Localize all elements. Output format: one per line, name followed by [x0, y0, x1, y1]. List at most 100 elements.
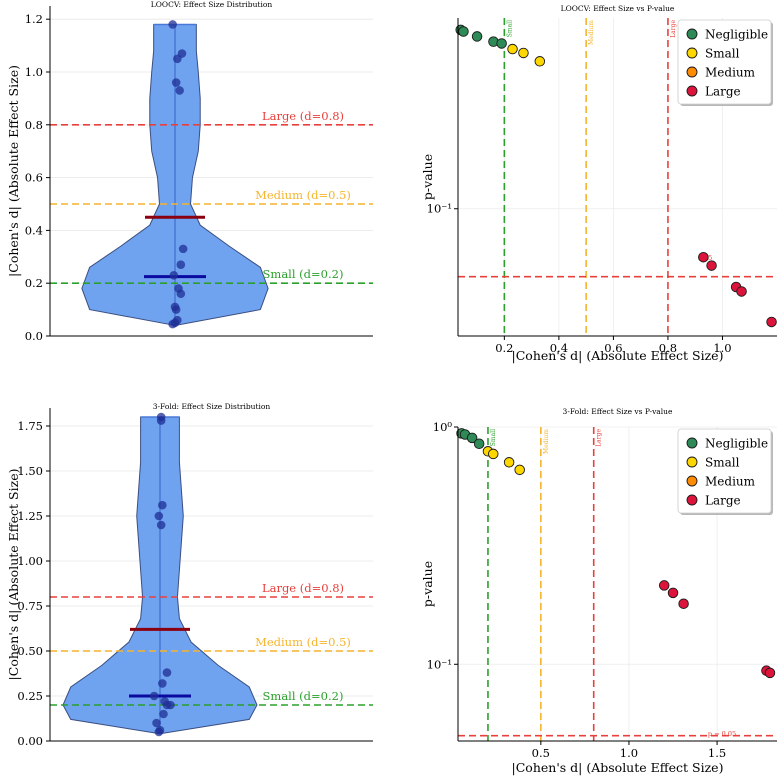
threshold-label-medium: Medium (d=0.5) [255, 635, 351, 649]
y-tick-label: 10⁻¹ [427, 202, 452, 216]
point-small [518, 47, 529, 59]
y-axis-label: p-value [420, 561, 435, 607]
legend-marker-negligible [686, 437, 698, 449]
legend-label-large: Large [705, 85, 741, 99]
y-tick-label: 0.50 [17, 644, 43, 658]
x-tick-label: 0.2 [495, 341, 513, 355]
point-large [706, 260, 717, 271]
point-negligible [458, 26, 469, 37]
vline-label-large: Large [596, 429, 603, 447]
data-point [171, 78, 181, 87]
threshold-label-large: Large (d=0.8) [262, 109, 344, 123]
vline-label-small: Small [490, 429, 497, 446]
data-point [176, 260, 186, 270]
threshold-label-small: Small (d=0.2) [263, 689, 344, 703]
point-large [736, 286, 747, 297]
violin-panel-0: Small (d=0.2) Medium (d=0.5) Large (d=0.8)… [6, 0, 373, 343]
data-point [175, 86, 184, 95]
threshold-label-medium: Medium (d=0.5) [255, 188, 351, 202]
x-tick-label: 0.6 [604, 341, 622, 355]
legend-marker-small [686, 456, 698, 468]
y-tick-label: 0.2 [25, 276, 43, 290]
y-tick-label: 0.75 [17, 599, 43, 613]
legend-marker-medium [686, 475, 698, 487]
point-large [678, 598, 689, 609]
y-tick-label: 0.6 [25, 171, 43, 185]
legend-box [677, 428, 772, 514]
legend-marker-medium [686, 66, 698, 78]
y-tick-label: 1.2 [25, 12, 43, 26]
data-point [178, 244, 188, 254]
x-tick-label: 1.0 [713, 341, 731, 355]
legend-label-small: Small [705, 456, 740, 470]
data-point [168, 20, 177, 29]
point-large [658, 580, 670, 591]
y-tick-label: 10⁰ [433, 420, 453, 434]
data-point [162, 700, 172, 710]
chart-title: LOOCV: Effect Size Distribution [151, 0, 273, 9]
data-point [173, 54, 182, 64]
chart-title: 3-Fold: Effect Size Distribution [153, 402, 271, 411]
y-tick-label: 0.00 [17, 734, 43, 748]
vline-label-small: Small [506, 20, 513, 37]
legend-box [677, 19, 772, 105]
legend-marker-negligible [686, 28, 698, 40]
y-tick-label: 1.00 [17, 554, 43, 568]
data-point [154, 727, 164, 737]
legend: Negligible Small Medium Large [677, 19, 773, 106]
y-tick-label: 0.4 [25, 223, 43, 237]
point-large [667, 587, 679, 599]
legend-label-negligible: Negligible [705, 437, 768, 451]
point-small [503, 457, 515, 468]
y-tick-label: 1.25 [17, 509, 43, 523]
data-point [159, 709, 168, 719]
legend-label-medium: Medium [705, 475, 756, 489]
point-small [534, 56, 546, 67]
chart-title: 3-Fold: Effect Size vs P-value [563, 407, 673, 416]
y-tick-label: 0.0 [25, 329, 43, 343]
x-axis-label: |Cohen's d| (Absolute Effect Size) [512, 760, 724, 775]
y-tick-label: 1.50 [17, 464, 43, 478]
data-point [154, 511, 164, 521]
point-large [766, 316, 777, 328]
data-point [168, 319, 177, 329]
y-tick-label: 0.25 [17, 689, 43, 703]
scatter-panel-0: SmallMediumLarge0.050.20.40.60.81.010⁻¹L… [420, 4, 777, 363]
threshold-label-large: Large (d=0.8) [262, 581, 344, 595]
p-threshold-label: p = 0.05 [708, 730, 736, 738]
scatter-panel-1: Small Medium Large p = 0.05 0.5 1.0 1.5 10⁻¹ 10⁰… [420, 407, 777, 775]
data-point [158, 500, 167, 510]
x-tick-label: 0.4 [550, 341, 568, 355]
x-tick-label: 0.5 [532, 746, 550, 760]
legend-label-medium: Medium [705, 66, 756, 80]
point-negligible [471, 31, 483, 42]
threshold-label-small: Small (d=0.2) [263, 267, 344, 281]
data-point [152, 718, 161, 728]
x-tick-label: 1.0 [620, 746, 638, 760]
violin-panel-1: Small (d=0.2) Medium (d=0.5) Large (d=0.8)… [6, 402, 373, 748]
data-point [176, 289, 186, 299]
vline-label-large: Large [670, 20, 677, 38]
data-point [149, 691, 159, 701]
y-tick-label: 10⁻¹ [427, 657, 452, 671]
point-negligible [466, 432, 478, 444]
vline-label-medium: Medium [543, 429, 550, 454]
x-tick-label: 0.8 [659, 341, 677, 355]
point-small [487, 448, 499, 460]
data-point [156, 520, 166, 530]
point-small [507, 43, 518, 55]
x-tick-label: 1.5 [708, 746, 726, 760]
data-point [162, 668, 172, 677]
legend: Negligible Small Medium Large [677, 428, 773, 515]
data-point [158, 679, 167, 688]
y-tick-label: 0.8 [25, 118, 43, 132]
y-axis-label: p-value [420, 154, 435, 200]
legend-marker-small [686, 47, 698, 59]
legend-label-large: Large [705, 494, 741, 508]
vline-label-medium: Medium [588, 20, 595, 45]
point-negligible [473, 438, 485, 449]
point-negligible [496, 38, 507, 49]
point-large [698, 251, 709, 263]
point-large [764, 667, 776, 679]
chart-title: LOOCV: Effect Size vs P-value [561, 4, 675, 13]
